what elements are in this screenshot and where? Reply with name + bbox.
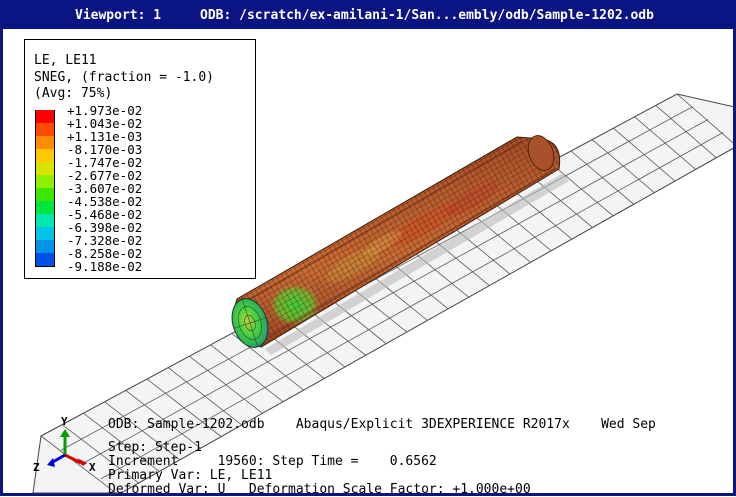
info-odb-line: ODB: Sample-1202.odb Abaqus/Explicit 3DE… (108, 417, 656, 432)
legend-swatch (35, 123, 55, 136)
legend-value: -1.747e-02 (67, 155, 143, 170)
info-deformed-var-line: Deformed Var: U Deformation Scale Factor… (108, 482, 531, 497)
legend-swatch (35, 227, 55, 240)
legend-title-variable: LE, LE11 (34, 53, 97, 68)
legend-value: -6.398e-02 (67, 220, 143, 235)
legend-value: -4.538e-02 (67, 194, 143, 209)
legend-swatch (35, 240, 55, 253)
legend-swatch (35, 110, 55, 123)
info-increment-line: Increment 19560: Step Time = 0.6562 (108, 454, 437, 469)
legend-scale-end (35, 266, 55, 267)
triad-z-label: Z (33, 461, 40, 474)
legend-swatch (35, 201, 55, 214)
legend-swatch (35, 188, 55, 201)
viewport-title-bar[interactable]: Viewport: 1 ODB: /scratch/ex-amilani-1/S… (3, 3, 733, 29)
legend-value: -2.677e-02 (67, 168, 143, 183)
legend-title-averaging: (Avg: 75%) (34, 86, 113, 101)
legend-value: +1.043e-02 (67, 116, 143, 131)
triad-x-label: X (89, 461, 96, 474)
info-primary-var-line: Primary Var: LE, LE11 (108, 468, 273, 483)
legend-swatch (35, 214, 55, 227)
cylinder-shadow (265, 173, 569, 355)
model-render[interactable]: Y X Z (3, 29, 733, 496)
legend-title-section: SNEG, (fraction = -1.0) (34, 70, 215, 85)
axis-triad: Y X Z (33, 415, 96, 474)
legend-swatch (35, 136, 55, 149)
model-canvas[interactable]: Y X Z (3, 29, 733, 496)
legend-swatch (35, 162, 55, 175)
legend-value: -8.170e-03 (67, 142, 143, 157)
legend-value: -8.258e-02 (67, 246, 143, 261)
legend-swatch (35, 253, 55, 266)
legend-swatch (35, 175, 55, 188)
legend-swatch (35, 149, 55, 162)
legend-value: -9.188e-02 (67, 259, 143, 274)
odb-path: ODB: /scratch/ex-amilani-1/San...embly/o… (200, 8, 654, 23)
legend-value: -3.607e-02 (67, 181, 143, 196)
info-step-line: Step: Step-1 (108, 440, 202, 455)
legend-value: +1.131e-03 (67, 129, 143, 144)
legend-value: +1.973e-02 (67, 103, 143, 118)
viewport-label: Viewport: 1 (75, 8, 162, 23)
legend-value: -5.468e-02 (67, 207, 143, 222)
cylinder-far-end (527, 135, 555, 171)
legend-value: -7.328e-02 (67, 233, 143, 248)
triad-y-label: Y (61, 415, 68, 428)
contour-legend: LE, LE11 SNEG, (fraction = -1.0) (Avg: 7… (24, 39, 256, 279)
